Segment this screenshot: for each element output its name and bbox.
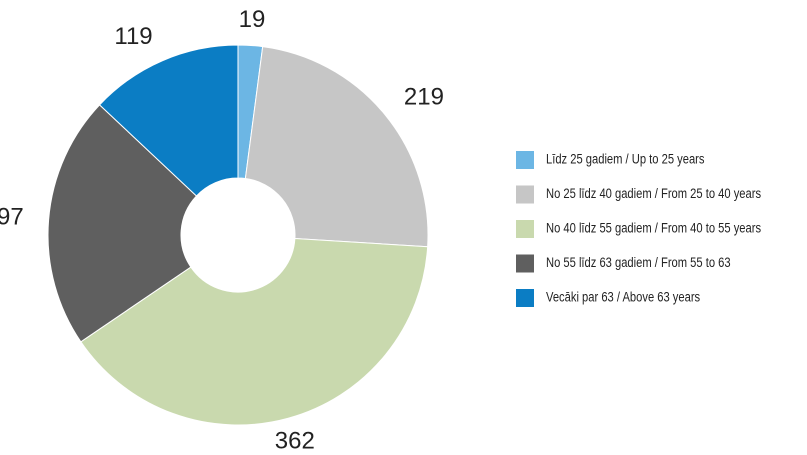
- legend-swatch: [516, 289, 534, 307]
- slice: [98, 44, 239, 197]
- value-label: 197: [0, 203, 24, 230]
- slice: [244, 46, 429, 248]
- slice: [47, 104, 198, 343]
- legend-swatch: [516, 151, 534, 169]
- slice: [80, 237, 429, 426]
- value-label: 119: [114, 23, 152, 50]
- legend-label: Līdz 25 gadiem / Up to 25 years: [546, 152, 704, 167]
- legend-swatch: [516, 254, 534, 273]
- legend-swatch: [516, 220, 534, 238]
- legend-label: Vecāki par 63 / Above 63 years: [546, 290, 700, 305]
- value-label: 219: [404, 84, 444, 111]
- value-label: 362: [275, 428, 315, 455]
- legend-label: No 55 līdz 63 gadiem / From 55 to 63: [546, 255, 731, 270]
- legend-swatch: [516, 185, 534, 204]
- legend-label: No 40 līdz 55 gadiem / From 40 to 55 yea…: [546, 221, 761, 236]
- legend-label: No 25 līdz 40 gadiem / From 25 to 40 yea…: [546, 186, 761, 201]
- value-label: 19: [239, 6, 266, 33]
